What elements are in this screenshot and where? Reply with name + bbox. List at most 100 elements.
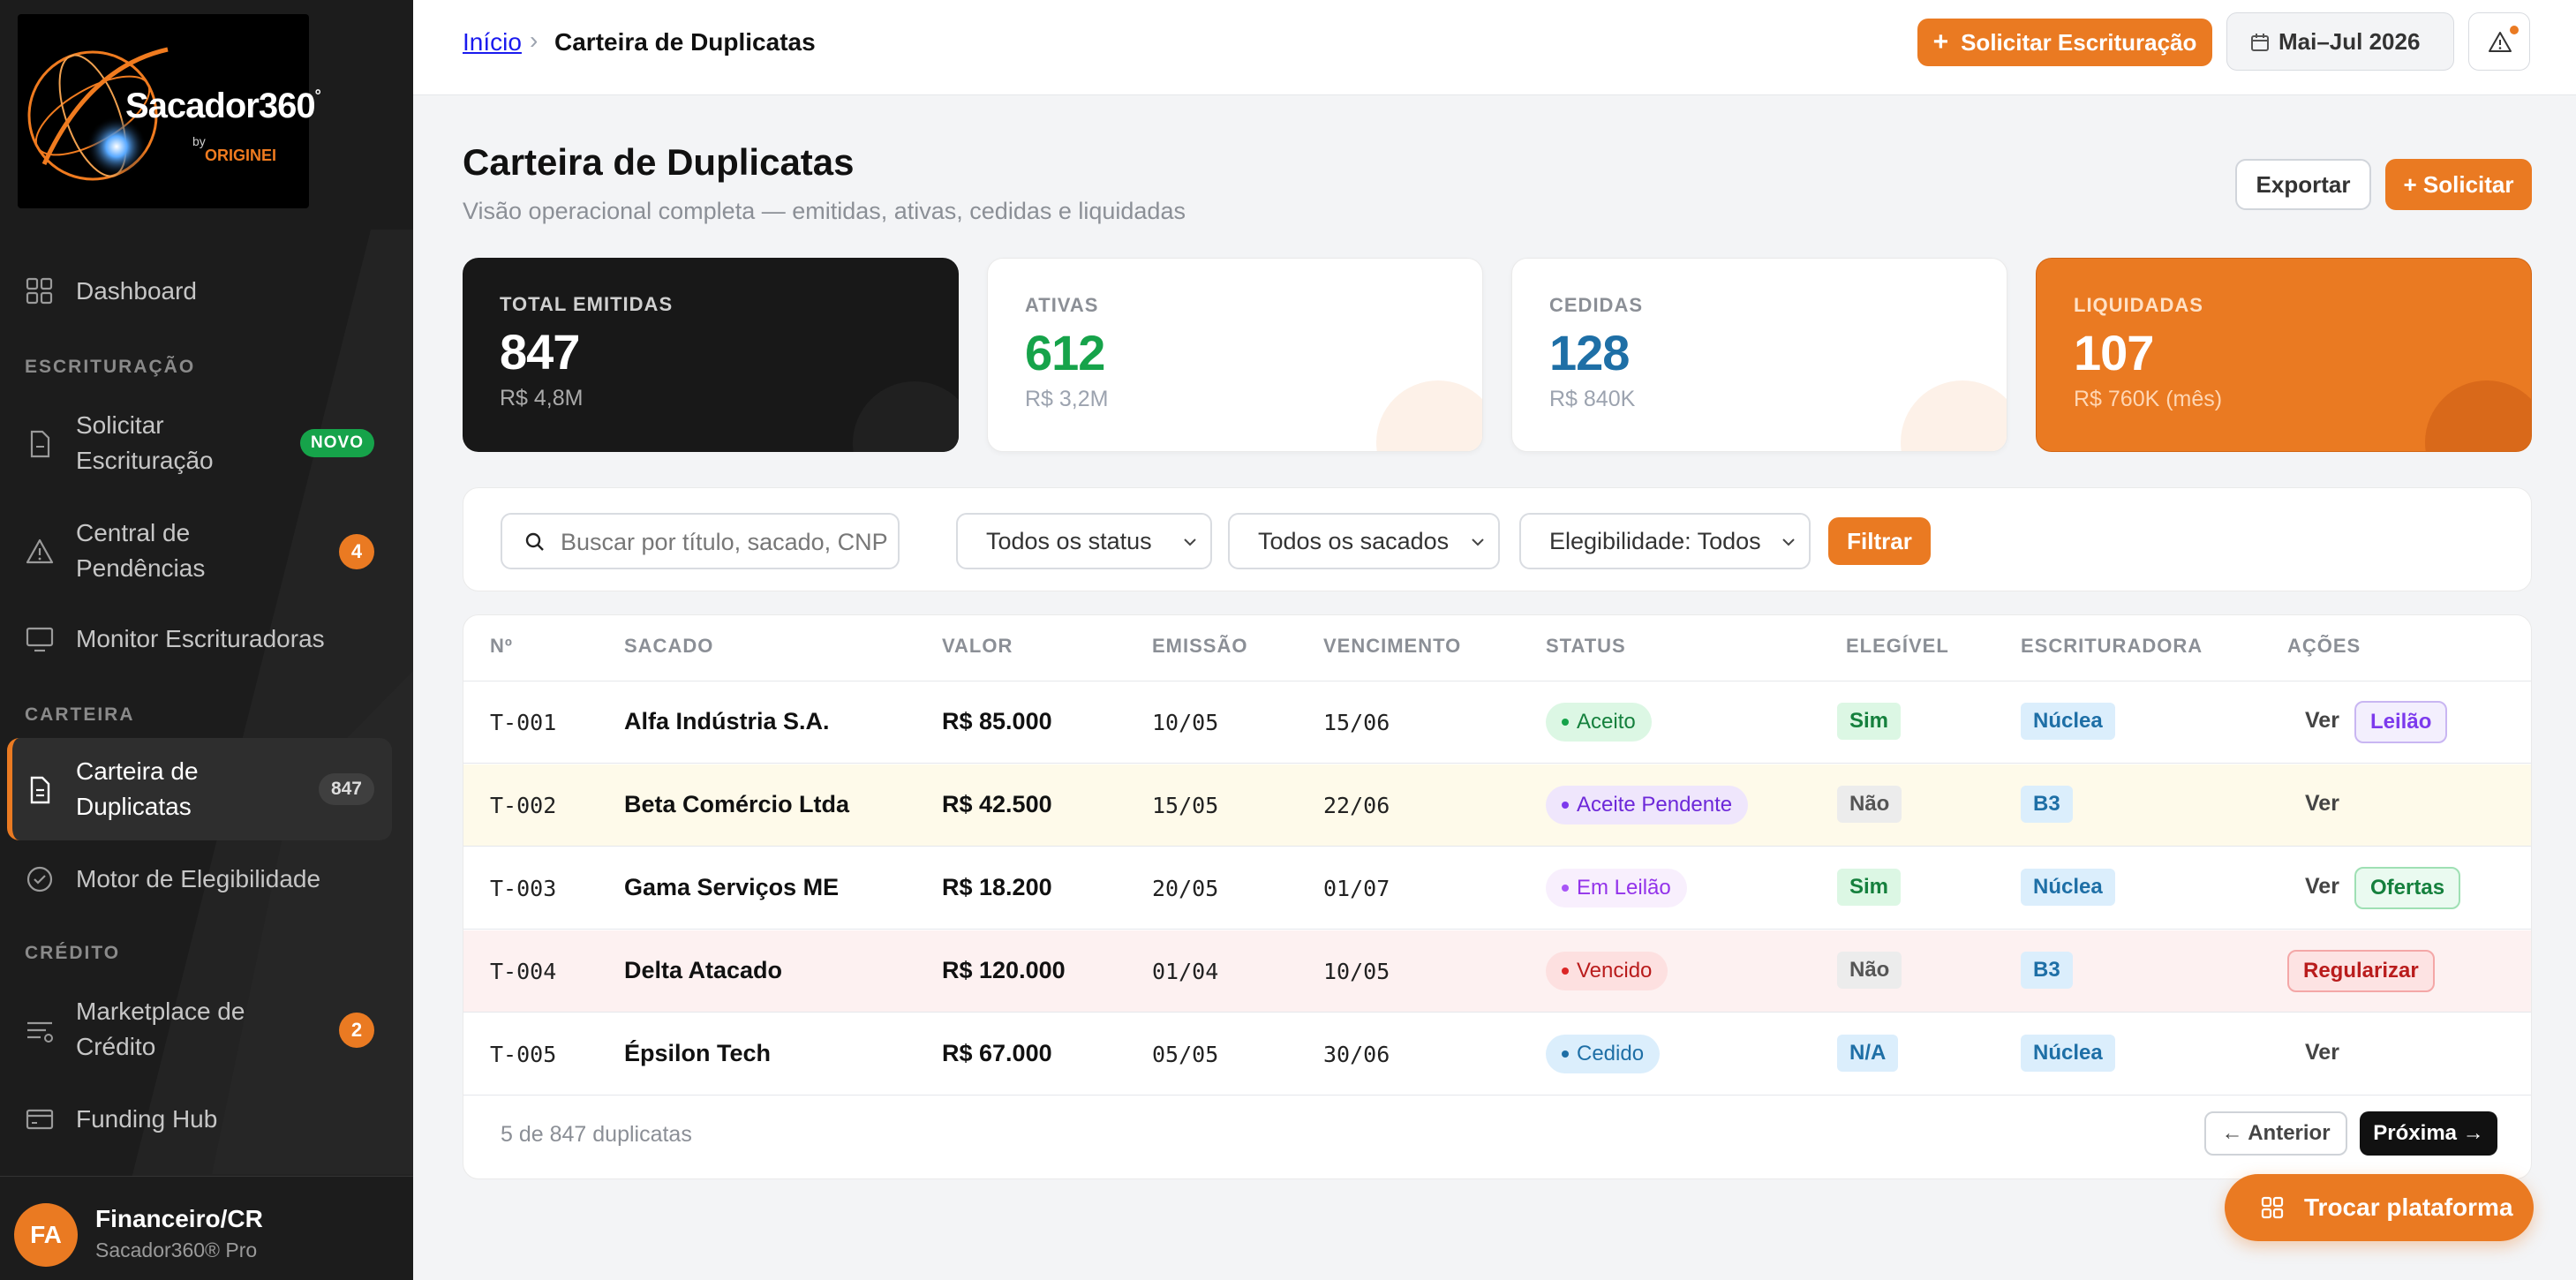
- sidebar-item-motor-elegibilidade[interactable]: Motor de Elegibilidade: [0, 862, 413, 897]
- date-range-label: Mai–Jul 2026: [2278, 27, 2421, 55]
- column-header: Nº: [490, 635, 513, 657]
- breadcrumb-home-link[interactable]: Início: [463, 28, 522, 56]
- alerts-button[interactable]: [2468, 12, 2530, 71]
- globe-logo-icon: [27, 47, 169, 181]
- escrituradora-badge: B3: [2021, 952, 2073, 989]
- sidebar-item-funding-hub[interactable]: Funding Hub: [0, 1102, 413, 1137]
- sidebar-item-solicitar-escrituracao[interactable]: Solicitar Escrituração NOVO: [0, 408, 413, 480]
- cell-numero: T-003: [490, 876, 557, 901]
- status-dot: [1562, 719, 1569, 726]
- sidebar-item-label: Motor de Elegibilidade: [76, 865, 321, 892]
- cell-vencimento: 22/06: [1323, 793, 1390, 818]
- leilao-button[interactable]: Leilão: [2354, 701, 2448, 743]
- status-badge: Vencido: [1546, 952, 1668, 990]
- search-input[interactable]: Buscar por título, sacado, CNPJ...: [501, 513, 900, 569]
- user-plan: Sacador360® Pro: [95, 1239, 258, 1261]
- stat-label: CEDIDAS: [1549, 294, 1644, 316]
- sidebar-item-label: Crédito: [76, 1033, 156, 1060]
- cell-emissao: 10/05: [1152, 710, 1219, 735]
- sacados-select[interactable]: Todos os sacados: [1228, 513, 1500, 569]
- column-header: VENCIMENTO: [1323, 635, 1462, 657]
- elegivel-badge: Sim: [1837, 869, 1902, 906]
- chevron-down-icon: [1184, 538, 1196, 546]
- solicitar-escrituracao-button[interactable]: + Solicitar Escrituração: [1917, 19, 2212, 66]
- status-dot: [1562, 885, 1569, 892]
- status-text: Vencido: [1577, 959, 1653, 983]
- cell-emissao: 20/05: [1152, 876, 1219, 901]
- column-header: ESCRITURADORA: [2021, 635, 2203, 657]
- cell-emissao: 01/04: [1152, 959, 1219, 984]
- search-placeholder: Buscar por título, sacado, CNPJ...: [561, 529, 887, 555]
- filtrar-button[interactable]: Filtrar: [1828, 517, 1931, 565]
- status-dot: [1562, 802, 1569, 809]
- logo-wordmark: Sacador360°: [125, 87, 321, 125]
- check-circle-icon: [26, 866, 53, 892]
- cell-vencimento: 10/05: [1323, 959, 1390, 984]
- table-row[interactable]: T-004 Delta Atacado R$ 120.000 01/04 10/…: [463, 930, 2531, 1013]
- next-page-button[interactable]: Próxima →: [2360, 1111, 2497, 1156]
- stat-label: LIQUIDADAS: [2074, 294, 2203, 316]
- sidebar-item-monitor-escrituradoras[interactable]: Monitor Escrituradoras: [0, 621, 413, 657]
- stat-value: 847: [500, 324, 580, 380]
- column-header: AÇÕES: [2287, 635, 2361, 657]
- count-badge: 2: [339, 1013, 374, 1048]
- brand-logo[interactable]: Sacador360° by ORIGINEI: [18, 14, 321, 208]
- solicitar-button[interactable]: + Solicitar: [2385, 159, 2532, 210]
- regularizar-button[interactable]: Regularizar: [2287, 950, 2435, 992]
- sidebar-item-marketplace-credito[interactable]: Marketplace de Crédito 2: [0, 994, 413, 1066]
- stat-card-total-emitidas[interactable]: TOTAL EMITIDAS 847 R$ 4,8M: [463, 258, 959, 452]
- stat-card-cedidas[interactable]: CEDIDAS 128 R$ 840K: [1511, 258, 2007, 452]
- status-text: Aceite Pendente: [1577, 793, 1733, 817]
- ver-link[interactable]: Ver: [2305, 708, 2339, 733]
- sidebar-item-carteira-duplicatas[interactable]: Carteira de Duplicatas 847: [0, 754, 413, 826]
- sidebar-item-dashboard[interactable]: Dashboard: [0, 274, 413, 309]
- table-row[interactable]: T-001 Alfa Indústria S.A. R$ 85.000 10/0…: [463, 681, 2531, 764]
- stat-subvalue: R$ 840K: [1549, 387, 1636, 411]
- sidebar-item-label: Central de: [76, 519, 191, 546]
- page-title: Carteira de Duplicatas: [463, 141, 855, 183]
- cell-valor: R$ 85.000: [942, 708, 1052, 734]
- sidebar-item-label: Funding Hub: [76, 1105, 218, 1133]
- calendar-icon: [2251, 34, 2269, 51]
- elegivel-badge: Não: [1837, 952, 1902, 989]
- status-badge: Em Leilão: [1546, 869, 1687, 907]
- list-filter-icon: [27, 1021, 53, 1043]
- stat-value: 107: [2074, 325, 2154, 380]
- stat-card-ativas[interactable]: ATIVAS 612 R$ 3,2M: [987, 258, 1483, 452]
- trocar-plataforma-button[interactable]: Trocar plataforma: [2225, 1174, 2534, 1241]
- table-row[interactable]: T-002 Beta Comércio Ltda R$ 42.500 15/05…: [463, 764, 2531, 847]
- count-badge: 847: [318, 773, 374, 805]
- ofertas-button[interactable]: Ofertas: [2354, 867, 2461, 909]
- credit-card-icon: [26, 1109, 54, 1130]
- table-row[interactable]: T-005 Épsilon Tech R$ 67.000 05/05 30/06…: [463, 1013, 2531, 1096]
- select-value: Elegibilidade: Todos: [1549, 528, 1761, 554]
- logo-by: by: [192, 134, 206, 148]
- ver-link[interactable]: Ver: [2305, 1040, 2339, 1065]
- export-button[interactable]: Exportar: [2235, 159, 2371, 210]
- alert-triangle-icon: [2489, 32, 2512, 52]
- status-dot: [1562, 1050, 1569, 1058]
- stat-value: 612: [1025, 325, 1105, 380]
- sidebar-item-label: Duplicatas: [76, 793, 192, 820]
- cell-sacado: Alfa Indústria S.A.: [624, 708, 830, 734]
- select-value: Todos os status: [986, 528, 1152, 554]
- cell-emissao: 05/05: [1152, 1042, 1219, 1067]
- stat-card-liquidadas[interactable]: LIQUIDADAS 107 R$ 760K (mês): [2036, 258, 2532, 452]
- escrituradora-badge: Núclea: [2021, 1035, 2115, 1072]
- cell-numero: T-001: [490, 710, 557, 735]
- ver-link[interactable]: Ver: [2305, 874, 2339, 899]
- date-range-picker[interactable]: Mai–Jul 2026: [2226, 12, 2454, 71]
- sidebar-item-central-pendencias[interactable]: Central de Pendências 4: [0, 516, 413, 588]
- column-header: VALOR: [942, 635, 1013, 657]
- duplicatas-table: Nº SACADO VALOR EMISSÃO VENCIMENTO STATU…: [463, 614, 2532, 1179]
- notification-dot: [2510, 26, 2519, 34]
- status-select[interactable]: Todos os status: [956, 513, 1212, 569]
- column-header: EMISSÃO: [1152, 635, 1248, 657]
- cell-sacado: Épsilon Tech: [624, 1040, 772, 1066]
- select-value: Todos os sacados: [1258, 528, 1450, 554]
- ver-link[interactable]: Ver: [2305, 791, 2339, 816]
- previous-page-button[interactable]: ← Anterior: [2204, 1111, 2347, 1156]
- table-row[interactable]: T-003 Gama Serviços ME R$ 18.200 20/05 0…: [463, 847, 2531, 930]
- elegibilidade-select[interactable]: Elegibilidade: Todos: [1519, 513, 1811, 569]
- user-profile[interactable]: FA Financeiro/CR Sacador360® Pro: [0, 1176, 413, 1280]
